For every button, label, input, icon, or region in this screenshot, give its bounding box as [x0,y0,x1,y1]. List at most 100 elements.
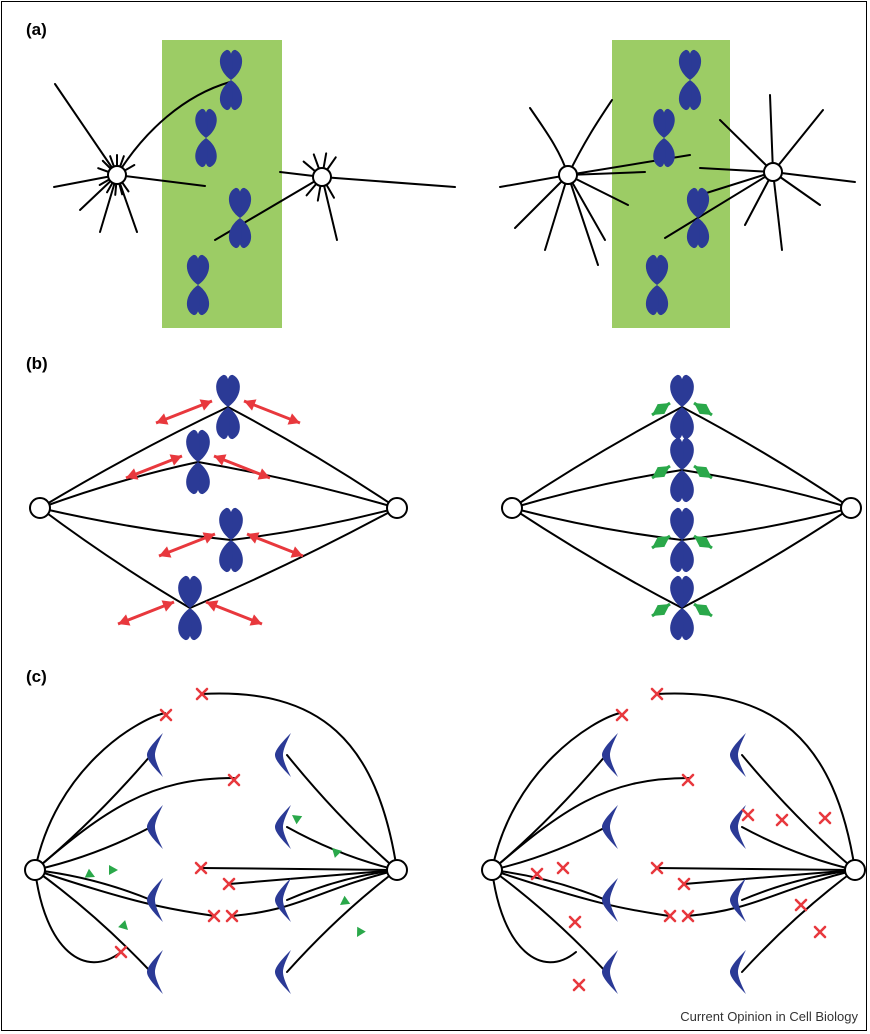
microtubule [656,692,856,871]
microtubule [228,869,398,885]
release-marker [195,687,209,701]
chromosome [678,49,702,111]
double-arrow-head [244,399,257,411]
growth-arrowhead [84,868,95,878]
release-marker [114,945,128,959]
microtubule [511,406,683,509]
microtubule [39,507,232,541]
microtubule [321,176,456,188]
double-arrow-head [657,466,670,478]
double-arrow-head [159,546,172,558]
release-marker [615,708,629,722]
release-marker [572,978,586,992]
growth-arrowhead [292,815,303,825]
chromosome [670,507,694,573]
microtubule [772,109,824,173]
release-marker [813,925,827,939]
metaphase-plates [162,40,730,328]
microtubule [567,174,599,266]
spindle-pole [481,859,503,881]
microtubule [491,826,607,871]
spindle-pole [386,497,408,519]
panel-label-a: (a) [26,20,47,39]
chromatid [275,805,291,849]
release-marker [650,861,664,875]
release-marker [207,909,221,923]
double-arrow-head [247,532,260,544]
release-marker [568,915,582,929]
release-marker [194,861,208,875]
microtubule [491,869,607,973]
microtubule [511,507,683,609]
double-arrow-head [652,604,665,616]
microtubule [34,869,122,964]
spindle-pole [844,859,866,881]
microtubule [227,406,398,509]
release-marker [227,773,241,787]
double-arrow-head [202,532,215,544]
double-arrow-head [652,536,665,548]
microtubule [529,107,569,176]
microtubule [286,754,398,871]
double-arrow-head [652,403,665,415]
chromatid [730,733,746,777]
double-arrow-head [657,403,670,415]
chromosome [216,374,240,440]
spindle-pole [312,167,332,187]
microtubule [769,94,774,173]
double-arrow-head [657,536,670,548]
microtubule [514,174,569,229]
microtubule [116,174,138,233]
microtubule [681,507,852,609]
chromatid [730,805,746,849]
microtubule [664,171,774,239]
chromosome [219,507,243,573]
chromatid [602,878,618,922]
panel-label-b: (b) [26,354,48,373]
chromatid [602,950,618,994]
microtubule [683,869,856,885]
double-arrow-head [694,403,707,415]
microtubule [491,869,577,964]
chromosome [186,254,210,316]
double-arrow-head [169,454,182,466]
spindle-pole [501,497,523,519]
chromosome [653,108,675,168]
microtubule [197,461,398,509]
microtubule [655,867,856,871]
growth-arrowhead [118,920,128,930]
microtubule [34,869,152,901]
double-arrow-head [699,466,712,478]
chromosome [219,49,243,111]
double-arrow-head [126,468,139,480]
double-arrow-head [214,454,227,466]
double-arrow-head [699,536,712,548]
microtubule [491,712,621,871]
chromatid [147,733,163,777]
chromosome [178,575,202,641]
microtubule [699,167,774,173]
double-arrow-head [699,403,712,415]
chromosome [686,187,710,249]
double-arrow-head [694,466,707,478]
double-arrow-head [206,600,219,612]
microtubule [54,83,118,176]
microtubule [201,692,398,871]
microtubule [741,869,856,973]
double-arrow-head [199,399,212,411]
chromatid [602,805,618,849]
chromosome [670,575,694,641]
spindle-pole [386,859,408,881]
release-marker [681,773,695,787]
double-arrow-head [694,604,707,616]
panel-label-c: (c) [26,667,47,686]
chromatid [275,878,291,922]
microtubule [39,507,191,609]
release-marker [556,861,570,875]
microtubule [699,171,774,196]
double-arrow-head [161,600,174,612]
growth-arrowhead [340,895,351,905]
figure-credit: Current Opinion in Cell Biology [680,1009,858,1024]
microtubule [53,174,118,188]
release-marker [775,813,789,827]
